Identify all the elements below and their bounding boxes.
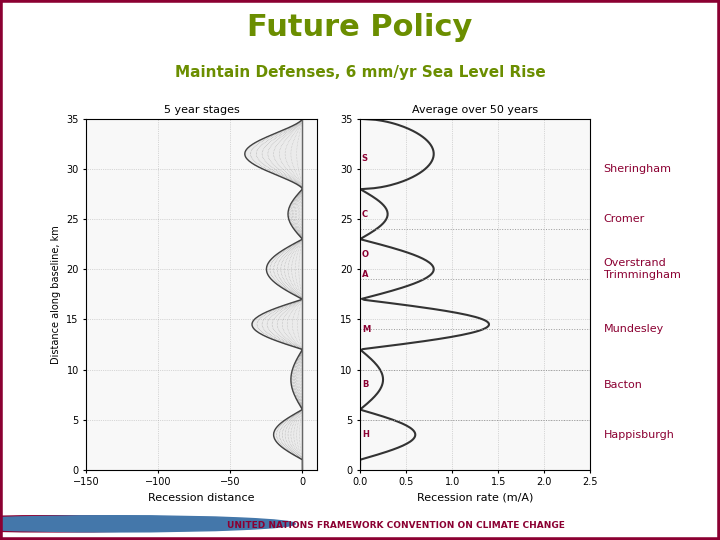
Text: Overstrand
Trimmingham: Overstrand Trimmingham (603, 259, 680, 280)
Text: UNITED NATIONS FRAMEWORK CONVENTION ON CLIMATE CHANGE: UNITED NATIONS FRAMEWORK CONVENTION ON C… (227, 521, 565, 530)
Text: Happisburgh: Happisburgh (603, 430, 675, 440)
Text: C: C (362, 210, 368, 219)
Text: Future Policy: Future Policy (247, 13, 473, 42)
X-axis label: Recession rate (m/A): Recession rate (m/A) (417, 493, 534, 503)
X-axis label: Recession distance: Recession distance (148, 493, 255, 503)
Title: Average over 50 years: Average over 50 years (412, 105, 539, 115)
Circle shape (0, 516, 238, 532)
Text: O: O (362, 249, 369, 259)
Text: Maintain Defenses, 6 mm/yr Sea Level Rise: Maintain Defenses, 6 mm/yr Sea Level Ris… (175, 65, 545, 80)
Text: A: A (362, 270, 369, 279)
Y-axis label: Distance along baseline, km: Distance along baseline, km (50, 225, 60, 363)
Text: Bacton: Bacton (603, 380, 642, 389)
Text: Mundesley: Mundesley (603, 325, 664, 334)
Text: Cromer: Cromer (603, 214, 645, 224)
Text: B: B (362, 380, 368, 389)
Title: 5 year stages: 5 year stages (163, 105, 240, 115)
Text: M: M (362, 325, 370, 334)
Text: Sheringham: Sheringham (603, 164, 672, 174)
Text: S: S (362, 154, 368, 164)
Circle shape (0, 516, 295, 532)
Text: H: H (362, 430, 369, 439)
